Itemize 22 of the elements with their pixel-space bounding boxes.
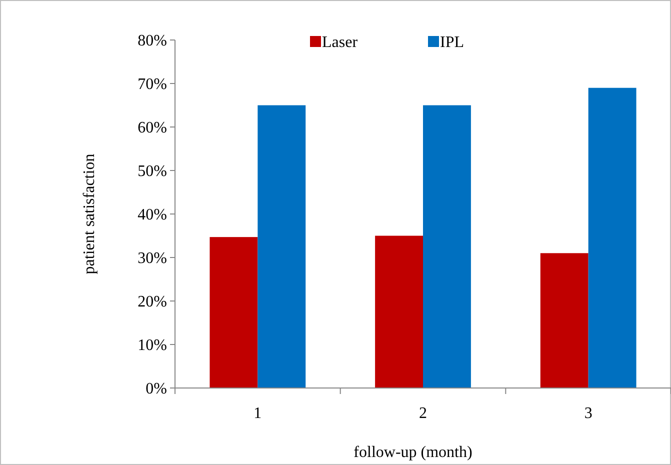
- bar: [540, 253, 588, 388]
- legend-label: IPL: [440, 34, 464, 51]
- y-tick-label: 40%: [138, 206, 167, 224]
- y-tick-label: 0%: [146, 380, 167, 398]
- y-tick-label: 80%: [138, 32, 167, 50]
- y-tick-label: 20%: [138, 294, 167, 311]
- legend-label: Laser: [322, 34, 358, 51]
- bar: [423, 105, 471, 388]
- x-tick-label: 1: [254, 405, 262, 422]
- bar: [210, 237, 258, 388]
- y-axis-title: patient satisfaction: [81, 154, 98, 274]
- x-tick-label: 3: [584, 405, 592, 422]
- y-tick-label: 60%: [138, 120, 167, 137]
- y-tick-label: 50%: [138, 163, 167, 180]
- x-tick-label: 2: [419, 405, 427, 422]
- y-tick-label: 30%: [138, 250, 167, 268]
- y-tick-label: 70%: [138, 76, 167, 94]
- bar: [375, 236, 423, 388]
- x-axis-title: follow-up (month): [354, 444, 472, 461]
- bar: [588, 88, 636, 388]
- y-tick-label: 10%: [138, 337, 167, 354]
- bar: [258, 105, 306, 388]
